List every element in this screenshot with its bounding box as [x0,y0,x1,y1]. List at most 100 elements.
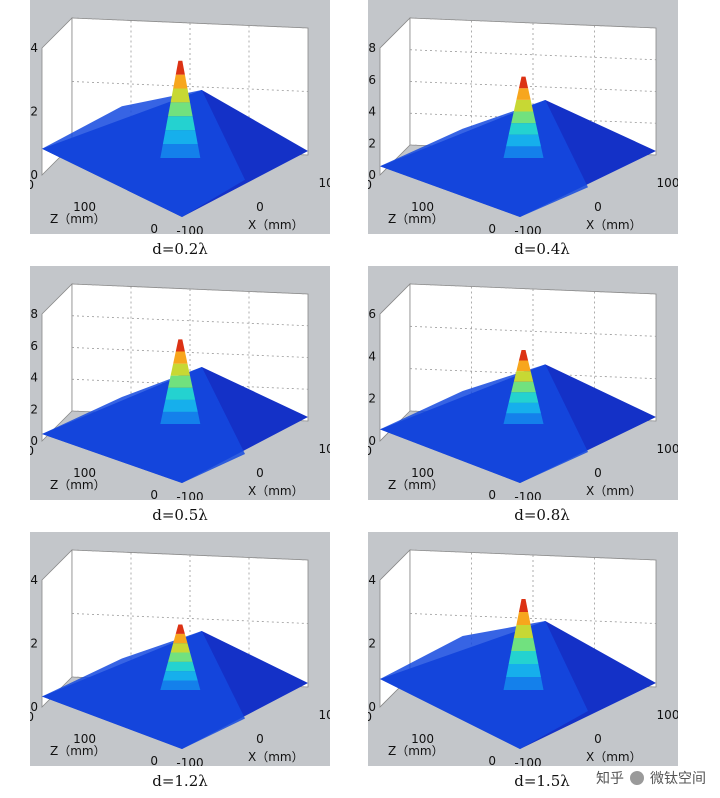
z-tick-label: 2 [30,105,38,119]
panel-caption: d=1.2λ [152,772,208,790]
peak-segment [168,375,193,388]
peak-segment [513,99,534,112]
z-tick-label: 0 [30,168,38,182]
back-wall-left [379,283,411,442]
panel-caption: d=0.5λ [152,506,208,524]
y-tick-label: 0 [150,488,158,500]
y-tick-label: 100 [411,200,434,214]
back-wall-left [379,17,411,176]
y-tick-label: 0 [488,488,496,500]
peak-segment [170,88,191,103]
y-tick-label: 200 [368,710,372,724]
z-tick-label: 0 [368,168,376,182]
y-tick-label: 100 [73,732,96,746]
peak-segment [165,116,196,131]
x-tick-label: 0 [594,466,602,480]
peak-segment [170,363,191,376]
grid-line [409,81,657,92]
x-axis-label: X（mm） [586,750,642,764]
watermark: 知乎 微钛空间 [596,768,706,788]
y-tick-label: 200 [368,444,372,458]
peak-segment [516,612,531,626]
y-axis-label: Z（mm） [50,212,106,226]
peak-segment [175,624,185,634]
peak-segment [162,399,198,412]
wechat-icon [630,771,644,785]
peak-segment [506,402,541,414]
grid-line [71,81,309,92]
y-axis-label: Z（mm） [50,478,106,492]
panel-caption: d=0.8λ [514,506,570,524]
y-tick-label: 100 [411,466,434,480]
x-tick-label: 0 [594,732,602,746]
y-axis-label: Z（mm） [50,744,106,758]
peak-segment [513,371,534,382]
grid-line [71,378,309,390]
x-tick-label: 100 [657,442,678,456]
peak-segment [175,60,185,75]
x-axis-label: X（mm） [248,484,304,498]
x-tick-label: 100 [657,708,678,722]
grid-line [409,549,657,561]
x-axis-label: X（mm） [586,484,642,498]
back-wall-left [41,549,73,708]
watermark-left: 知乎 [596,771,624,787]
peak-segment [175,339,185,352]
y-axis-label: Z（mm） [388,744,444,758]
y-tick-label: 200 [30,178,34,192]
grid-line [71,283,309,295]
z-tick-label: 6 [30,339,38,353]
z-tick-label: 2 [30,637,38,651]
panel-caption: d=0.2λ [152,240,208,258]
peak-segment [173,633,188,644]
grid-line [71,549,309,561]
peak-segment [518,349,529,361]
x-tick-label: -100 [514,490,541,500]
x-tick-label: 0 [256,466,264,480]
peak-segment [173,351,188,364]
peak-segment [168,102,193,117]
z-tick-label: 4 [30,41,38,55]
z-tick-label: 2 [30,402,38,416]
z-tick-label: 8 [30,307,38,321]
y-tick-label: 100 [411,732,434,746]
peak-segment [162,130,198,145]
peak-segment [160,411,201,424]
peak-segment [516,360,531,372]
surface-ridge [42,631,245,749]
z-tick-label: 2 [368,392,376,406]
peak-segment [165,661,196,672]
z-tick-label: 4 [368,349,376,363]
grid-line [71,17,309,29]
y-tick-label: 0 [488,754,496,766]
z-tick-label: 2 [368,637,376,651]
y-axis-label: Z（mm） [388,478,444,492]
surface-ridge [42,90,245,217]
peak-segment [170,643,191,653]
x-tick-label: 0 [256,200,264,214]
peak-segment [518,76,529,89]
grid-line [71,347,309,358]
peak-segment [165,387,196,400]
panel-caption: d=0.4λ [514,240,570,258]
x-tick-label: -100 [176,756,203,766]
x-tick-label: 0 [256,732,264,746]
grid-line [71,613,309,624]
z-tick-label: 4 [368,573,376,587]
grid-line [409,112,657,124]
grid-line [409,368,657,380]
y-tick-label: 100 [73,200,96,214]
peak-segment [511,111,536,124]
